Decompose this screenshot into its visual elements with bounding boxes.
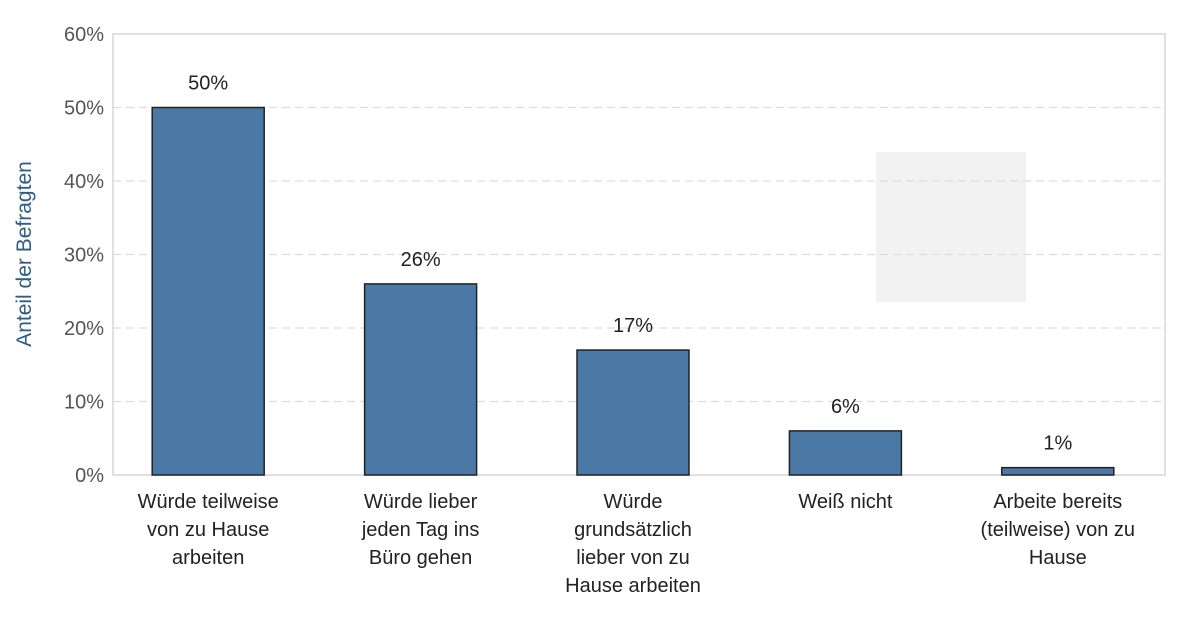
x-tick-label: Würde lieber <box>364 491 478 513</box>
x-tick-label: (teilweise) von zu <box>981 519 1136 541</box>
y-tick-label: 40% <box>64 171 104 193</box>
watermark-logo <box>876 152 1026 302</box>
x-tick-label: jeden Tag ins <box>361 519 480 541</box>
y-tick-label: 30% <box>64 245 104 267</box>
x-tick-label: Arbeite bereits <box>993 491 1122 513</box>
x-tick-label: von zu Hause <box>147 519 269 541</box>
x-tick-label: arbeiten <box>172 547 244 569</box>
data-labels: 50% 26% 17% 6% 1% <box>188 73 1072 455</box>
x-tick-label: Weiß nicht <box>798 491 893 513</box>
x-tick-label: Hause arbeiten <box>565 575 701 597</box>
data-label: 1% <box>1043 433 1072 455</box>
bar <box>151 106 265 476</box>
x-tick-label: Büro gehen <box>369 547 472 569</box>
data-label: 26% <box>401 249 441 271</box>
bar <box>1001 466 1115 476</box>
x-tick-label: Würde teilweise <box>138 491 279 513</box>
data-label: 50% <box>188 73 228 95</box>
bars <box>151 106 1115 476</box>
y-axis-ticks: 0% 10% 20% 30% 40% 50% 60% <box>64 24 104 487</box>
y-tick-label: 50% <box>64 98 104 120</box>
x-tick-label: grundsätzlich <box>574 519 692 541</box>
y-tick-label: 0% <box>75 465 104 487</box>
bar <box>576 349 690 476</box>
y-axis-title: Anteil der Befragten <box>13 161 36 347</box>
x-tick-label: lieber von zu <box>576 547 689 569</box>
y-tick-label: 60% <box>64 24 104 46</box>
data-label: 17% <box>613 315 653 337</box>
bar <box>788 430 903 476</box>
bar <box>363 283 478 476</box>
y-tick-label: 10% <box>64 392 104 414</box>
y-tick-label: 20% <box>64 318 104 340</box>
data-label: 6% <box>831 396 860 418</box>
x-tick-label: Hause <box>1029 547 1087 569</box>
x-axis-labels: Würde teilweise von zu Hause arbeiten Würde… <box>138 491 1135 597</box>
gridlines <box>113 106 1165 403</box>
statista-watermark <box>876 152 1026 302</box>
x-tick-label: Würde <box>604 491 663 513</box>
